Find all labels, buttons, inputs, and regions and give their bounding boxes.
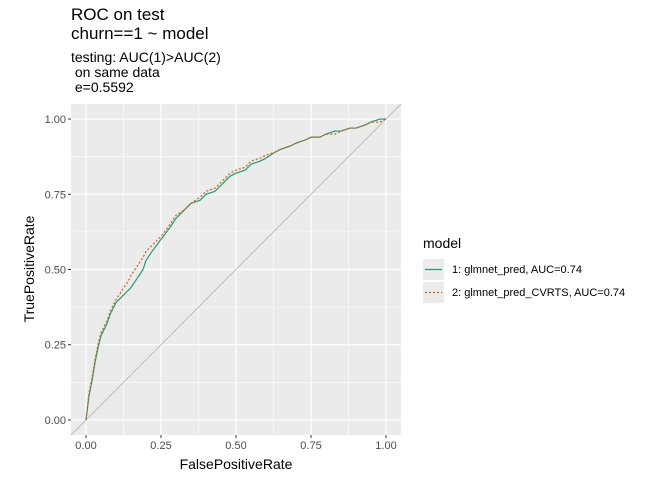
y-axis-ticks: 0.00 0.25 0.50 0.75 1.00 — [45, 114, 71, 427]
x-axis-title: FalsePositiveRate — [180, 456, 293, 472]
roc-line-series-1 — [85, 118, 386, 421]
y-tick-label: 0.25 — [45, 340, 66, 352]
x-tick-label: 0.00 — [75, 440, 96, 452]
x-tick-label: 0.75 — [300, 440, 321, 452]
y-tick-label: 1.00 — [45, 114, 66, 126]
legend-label-1: 1: glmnet_pred, AUC=0.74 — [452, 264, 582, 276]
chart-subtitle-line2: on same data — [71, 64, 160, 80]
x-tick-label: 0.50 — [225, 440, 246, 452]
chart-title: ROC on test — [71, 5, 165, 24]
chance-diagonal-line — [70, 103, 402, 436]
chart-title-line2: churn==1 ~ model — [71, 24, 209, 43]
y-tick-label: 0.00 — [45, 415, 66, 427]
x-tick-label: 1.00 — [375, 440, 396, 452]
legend-label-2: 2: glmnet_pred_CVRTS, AUC=0.74 — [452, 287, 625, 299]
x-tick-label: 0.25 — [150, 440, 171, 452]
chart-subtitle-line1: testing: AUC(1)>AUC(2) — [71, 49, 221, 65]
x-axis-ticks: 0.00 0.25 0.50 0.75 1.00 — [75, 435, 397, 452]
legend: model 1: glmnet_pred, AUC=0.74 2: glmnet… — [423, 235, 625, 303]
y-axis-title: TruePositiveRate — [21, 215, 37, 322]
series-layer — [85, 118, 387, 421]
legend-title: model — [423, 235, 461, 251]
y-tick-label: 0.75 — [45, 189, 66, 201]
y-tick-label: 0.50 — [45, 265, 66, 277]
chart-subtitle-line3: e=0.5592 — [71, 79, 134, 95]
